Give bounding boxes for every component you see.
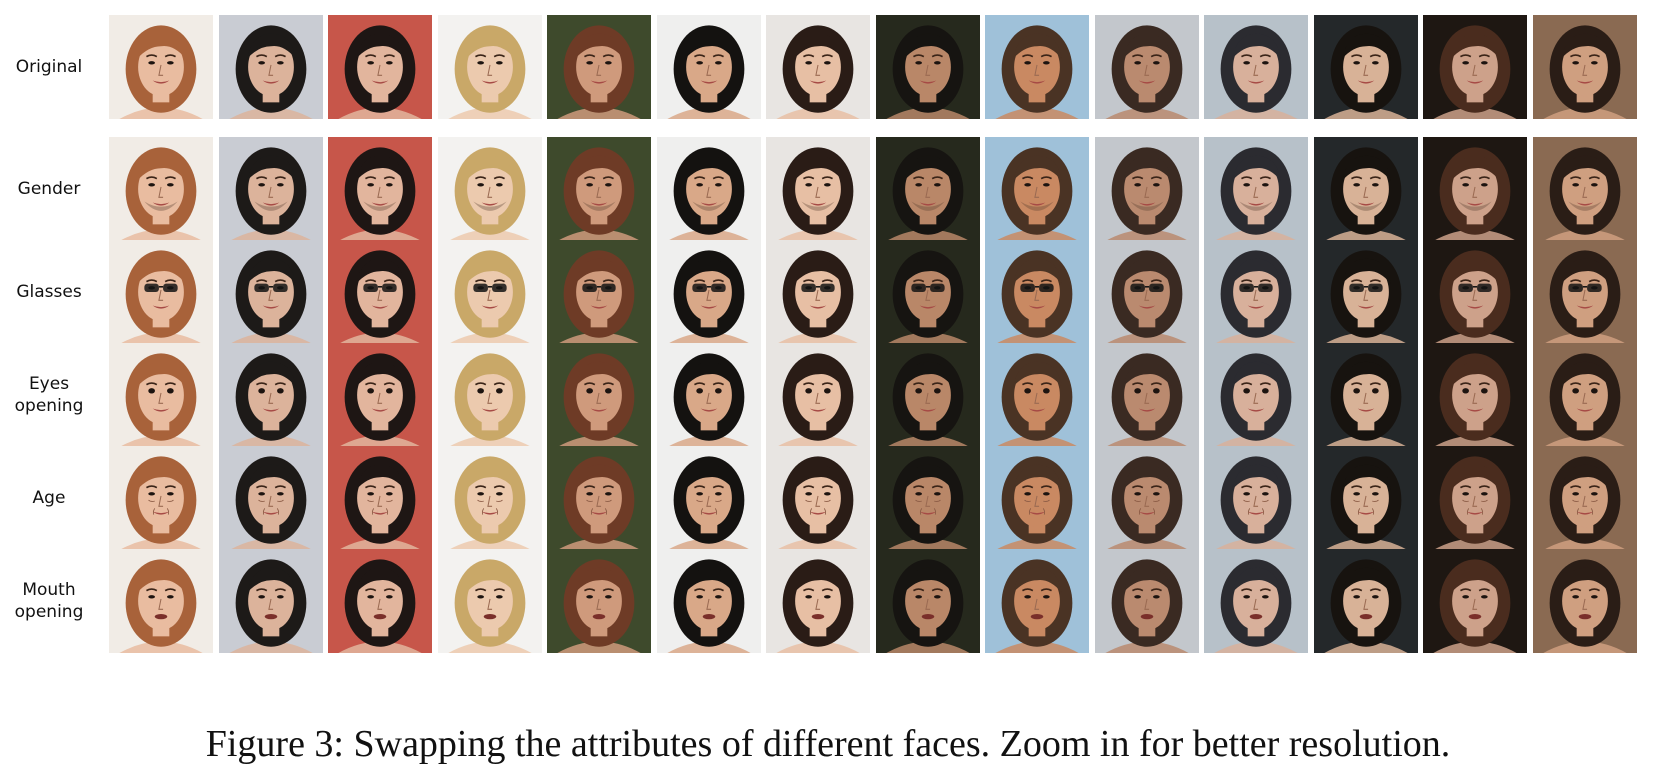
row-label-gender: Gender <box>17 179 81 199</box>
face-image <box>1204 137 1308 241</box>
face-image <box>657 15 761 119</box>
face-image <box>109 343 213 447</box>
face-image <box>1533 549 1637 653</box>
face-image <box>109 137 213 241</box>
face-image <box>547 15 651 119</box>
face-image <box>109 549 213 653</box>
face-image <box>328 15 432 119</box>
face-image <box>1314 549 1418 653</box>
face-image <box>328 137 432 241</box>
face-image <box>328 240 432 344</box>
face-image <box>1095 137 1199 241</box>
row-label-none: Original <box>15 57 83 77</box>
face-image <box>547 240 651 344</box>
face-image <box>1095 549 1199 653</box>
face-image <box>1423 15 1527 119</box>
face-image <box>985 240 1089 344</box>
face-image <box>438 240 542 344</box>
face-image <box>1204 15 1308 119</box>
face-image <box>1204 343 1308 447</box>
face-image <box>657 240 761 344</box>
face-image <box>219 15 323 119</box>
row-label-eyes: Eyes opening <box>14 374 84 416</box>
face-image <box>1095 15 1199 119</box>
face-image <box>438 137 542 241</box>
face-image <box>1533 137 1637 241</box>
face-image <box>438 343 542 447</box>
face-image <box>766 446 870 550</box>
face-image <box>985 446 1089 550</box>
face-image <box>985 137 1089 241</box>
face-image <box>876 15 980 119</box>
face-image <box>438 15 542 119</box>
face-image <box>547 343 651 447</box>
face-image <box>547 549 651 653</box>
face-image <box>657 549 761 653</box>
face-image <box>766 549 870 653</box>
face-image <box>1423 137 1527 241</box>
face-image <box>547 446 651 550</box>
face-image <box>876 137 980 241</box>
face-image <box>219 343 323 447</box>
figure-caption: Figure 3: Swapping the attributes of dif… <box>205 723 1451 765</box>
face-image <box>328 446 432 550</box>
face-image <box>1314 240 1418 344</box>
face-image <box>1314 137 1418 241</box>
face-image <box>876 343 980 447</box>
face-image <box>876 240 980 344</box>
face-image <box>1204 240 1308 344</box>
face-image <box>1423 549 1527 653</box>
face-image <box>766 343 870 447</box>
face-image <box>876 446 980 550</box>
face-image <box>328 343 432 447</box>
face-image <box>1204 446 1308 550</box>
face-image <box>985 15 1089 119</box>
face-image <box>1423 446 1527 550</box>
face-image <box>1204 549 1308 653</box>
face-image <box>1314 343 1418 447</box>
face-image <box>1533 15 1637 119</box>
row-label-mouth: Mouth opening <box>14 580 84 622</box>
face-image <box>1314 15 1418 119</box>
face-image <box>438 549 542 653</box>
face-image <box>766 137 870 241</box>
face-image <box>985 343 1089 447</box>
face-image <box>1314 446 1418 550</box>
face-image <box>1095 343 1199 447</box>
row-label-age: Age <box>32 488 66 508</box>
face-image <box>1423 343 1527 447</box>
face-image <box>109 240 213 344</box>
face-image <box>219 240 323 344</box>
face-image <box>1533 240 1637 344</box>
face-image <box>657 343 761 447</box>
row-label-glasses: Glasses <box>16 282 82 302</box>
face-image <box>766 15 870 119</box>
face-image <box>1533 343 1637 447</box>
face-image <box>1533 446 1637 550</box>
face-image <box>219 137 323 241</box>
face-image <box>1095 240 1199 344</box>
face-image <box>109 15 213 119</box>
face-image <box>109 446 213 550</box>
face-image <box>219 446 323 550</box>
face-image <box>766 240 870 344</box>
face-image <box>328 549 432 653</box>
face-image <box>438 446 542 550</box>
face-image <box>219 549 323 653</box>
face-image <box>657 446 761 550</box>
face-image <box>1095 446 1199 550</box>
face-image <box>1423 240 1527 344</box>
face-image <box>985 549 1089 653</box>
face-image <box>876 549 980 653</box>
face-image <box>547 137 651 241</box>
face-image <box>657 137 761 241</box>
